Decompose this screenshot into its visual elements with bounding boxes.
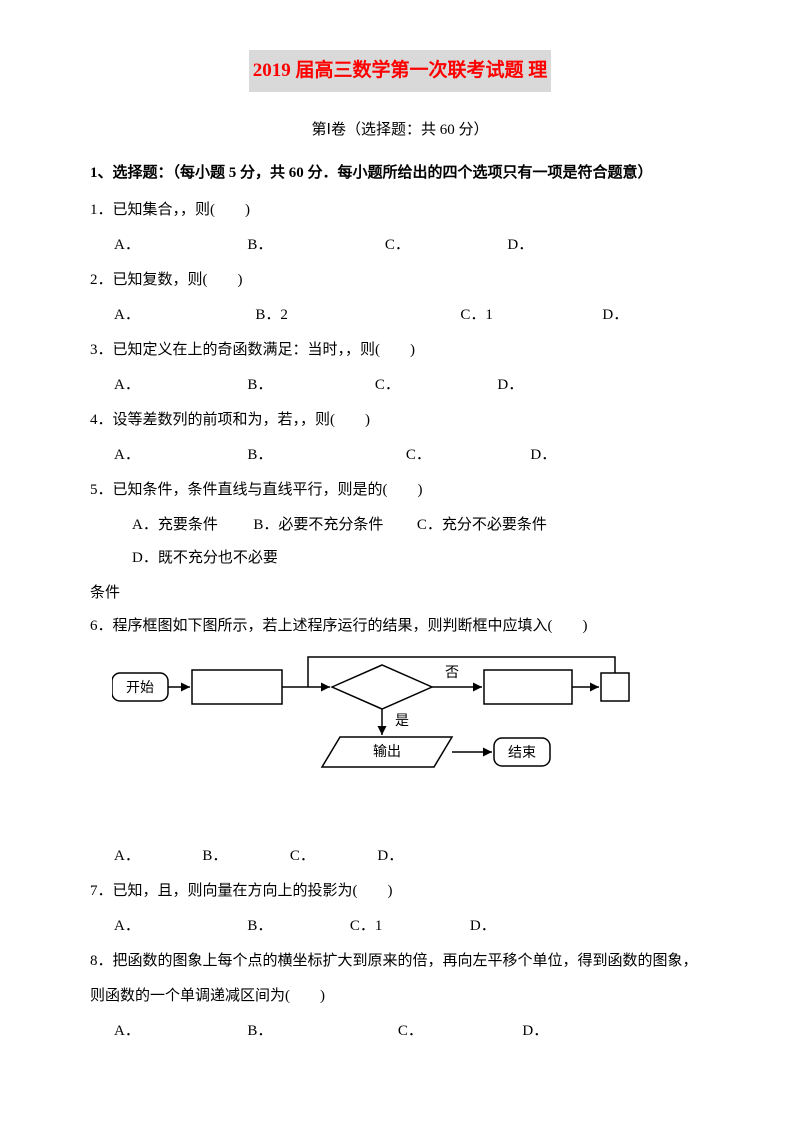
q8-optD: D． xyxy=(522,1015,548,1048)
question-5-options: A．充要条件 B．必要不充分条件 C．充分不必要条件 D．既不充分也不必要 xyxy=(90,509,710,575)
q3-optA: A． xyxy=(114,369,140,402)
q7-optD: D． xyxy=(470,910,496,943)
page-title: 2019 届高三数学第一次联考试题 理 xyxy=(249,50,552,92)
q1-optB: B． xyxy=(247,229,272,262)
q4-optD: D． xyxy=(530,439,556,472)
q3-optD: D． xyxy=(497,369,523,402)
q8-optB: B． xyxy=(247,1015,272,1048)
decision-node xyxy=(332,665,432,709)
small-box xyxy=(601,673,629,701)
yes-label: 是 xyxy=(395,714,409,729)
question-5-tail: 条件 xyxy=(90,577,710,610)
q2-optB: B．2 xyxy=(255,299,288,332)
question-1-options: A． B． C． D． xyxy=(90,229,710,262)
flowchart: 开始 否 是 xyxy=(90,645,710,810)
q1-optC: C． xyxy=(385,229,410,262)
q2-optD: D． xyxy=(602,299,628,332)
section-header: 1、选择题：（每小题 5 分，共 60 分．每小题所给出的四个选项只有一项是符合… xyxy=(90,157,710,190)
q6-optB: B． xyxy=(202,840,227,873)
q6-optA: A． xyxy=(114,840,140,873)
question-8-line1: 8．把函数的图象上每个点的横坐标扩大到原来的倍，再向左平移个单位，得到函数的图象… xyxy=(90,945,710,978)
no-label: 否 xyxy=(445,666,459,681)
question-6: 6．程序框图如下图所示，若上述程序运行的结果，则判断框中应填入( ) xyxy=(90,610,710,643)
question-7: 7．已知，且，则向量在方向上的投影为( ) xyxy=(90,875,710,908)
flowchart-svg: 开始 否 是 xyxy=(112,655,652,790)
question-3-options: A． B． C． D． xyxy=(90,369,710,402)
q1-optA: A． xyxy=(114,229,140,262)
q2-optC: C．1 xyxy=(460,299,493,332)
question-5: 5．已知条件，条件直线与直线平行，则是的( ) xyxy=(90,474,710,507)
q7-optC: C．1 xyxy=(350,910,383,943)
q3-optB: B． xyxy=(247,369,272,402)
q5-optD: D．既不充分也不必要 xyxy=(132,542,278,575)
output-label: 输出 xyxy=(373,744,401,760)
process-1 xyxy=(192,670,282,704)
q4-optB: B． xyxy=(247,439,272,472)
q2-optA: A． xyxy=(114,299,140,332)
q7-optA: A． xyxy=(114,910,140,943)
end-label: 结束 xyxy=(508,745,536,761)
q8-optC: C． xyxy=(398,1015,423,1048)
q8-optA: A． xyxy=(114,1015,140,1048)
q6-optC: C． xyxy=(290,840,315,873)
question-7-options: A． B． C．1 D． xyxy=(90,910,710,943)
q4-optC: C． xyxy=(406,439,431,472)
question-2: 2．已知复数，则( ) xyxy=(90,264,710,297)
q6-optD: D． xyxy=(377,840,403,873)
question-8-options: A． B． C． D． xyxy=(90,1015,710,1048)
question-1: 1．已知集合，，则( ) xyxy=(90,194,710,227)
q1-optD: D． xyxy=(507,229,533,262)
q5-optC: C．充分不必要条件 xyxy=(417,509,547,542)
start-label: 开始 xyxy=(126,680,154,696)
q5-optA: A．充要条件 xyxy=(132,509,218,542)
question-6-options: A． B． C． D． xyxy=(90,840,710,873)
q4-optA: A． xyxy=(114,439,140,472)
process-2 xyxy=(484,670,572,704)
question-4: 4．设等差数列的前项和为，若，，则( ) xyxy=(90,404,710,437)
page-subtitle: 第Ⅰ卷（选择题：共 60 分） xyxy=(90,114,710,147)
question-2-options: A． B．2 C．1 D． xyxy=(90,299,710,332)
question-8-line2: 则函数的一个单调递减区间为( ) xyxy=(90,980,710,1013)
question-3: 3．已知定义在上的奇函数满足：当时，，则( ) xyxy=(90,334,710,367)
q5-optB: B．必要不充分条件 xyxy=(253,509,383,542)
q7-optB: B． xyxy=(247,910,272,943)
question-4-options: A． B． C． D． xyxy=(90,439,710,472)
title-wrapper: 2019 届高三数学第一次联考试题 理 xyxy=(90,50,710,104)
q3-optC: C． xyxy=(375,369,400,402)
